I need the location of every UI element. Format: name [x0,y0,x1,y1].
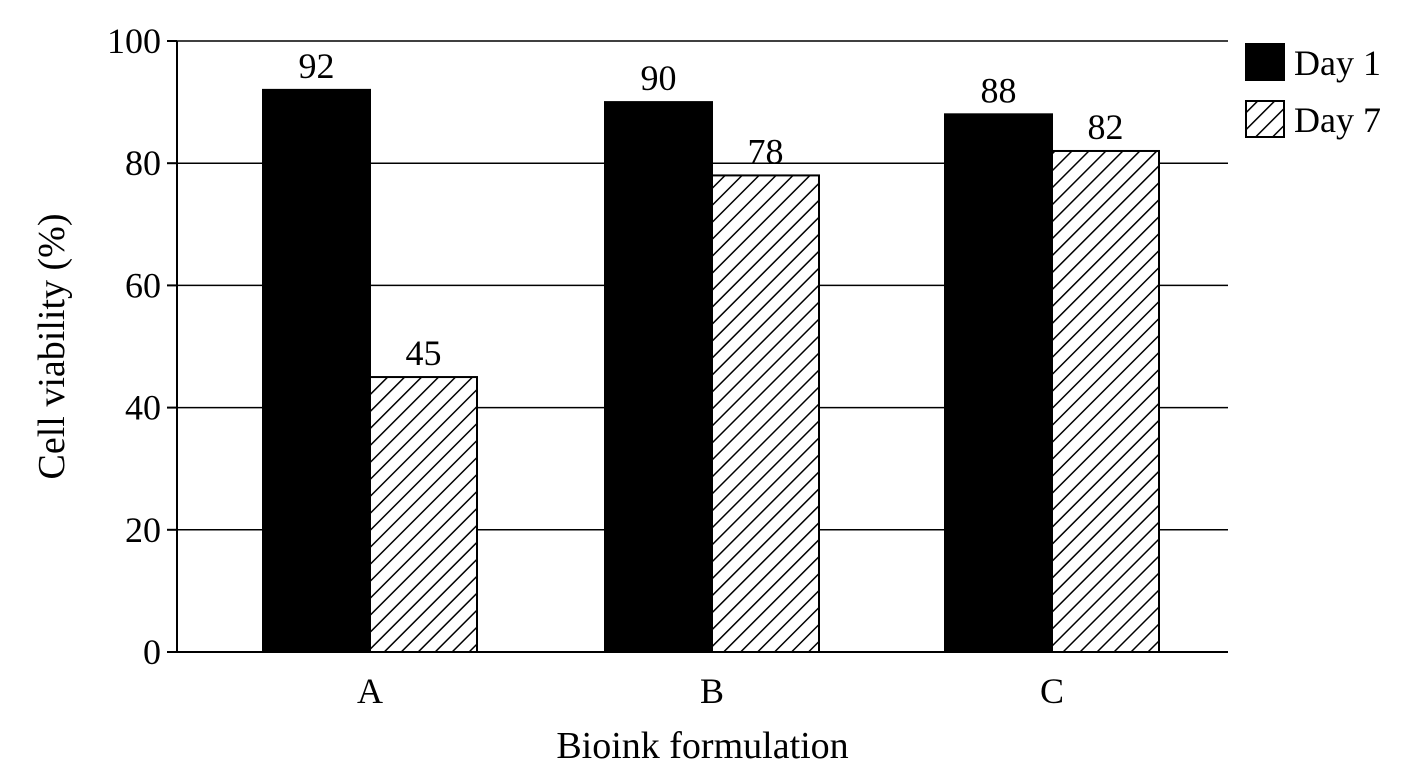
y-tick-label: 80 [125,143,161,183]
bar-a-day-1 [262,88,371,653]
y-tick-label: 100 [107,21,161,61]
legend: Day 1 Day 7 [1245,43,1381,140]
bars [262,88,1160,654]
x-axis-title: Bioink formulation [556,725,848,767]
bar-b-day-1 [604,101,713,654]
x-tick-label: B [700,671,724,711]
legend-label: Day 1 [1294,43,1381,83]
data-label: 82 [1088,107,1124,147]
labels: 0 20 40 60 80 100 92 45 A 90 78 B 88 82 C Bioink formul… [31,21,1124,767]
y-tick-label: 0 [143,632,161,672]
data-label: 45 [406,333,442,373]
legend-swatch-day-1 [1245,43,1285,81]
legend-label: Day 7 [1294,100,1381,140]
y-axis-title: Cell viability (%) [31,214,73,480]
y-tick-label: 40 [125,388,161,428]
data-label: 92 [299,46,335,86]
bar-a-day-7 [369,376,478,653]
data-label: 90 [641,58,677,98]
bar-b-day-7 [711,174,820,653]
y-tick-label: 60 [125,265,161,305]
legend-swatch-day-7 [1245,100,1285,138]
y-tick-label: 20 [125,510,161,550]
axes [167,40,1228,653]
x-tick-label: A [357,671,383,711]
x-tick-label: C [1040,671,1064,711]
data-label: 88 [981,70,1017,110]
bar-c-day-7 [1051,149,1160,653]
bar-c-day-1 [944,113,1053,653]
data-label: 78 [748,131,784,171]
